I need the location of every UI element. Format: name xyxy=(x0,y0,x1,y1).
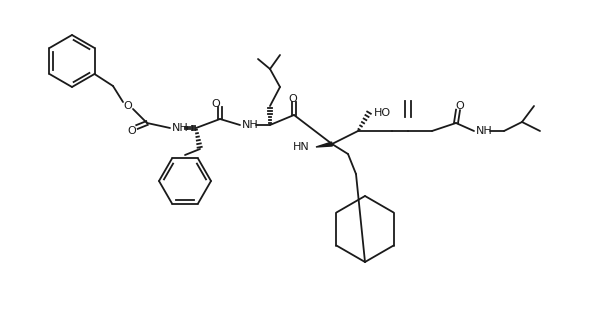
Text: O: O xyxy=(128,126,136,136)
Text: O: O xyxy=(212,99,220,109)
Polygon shape xyxy=(316,142,332,147)
Text: O: O xyxy=(123,101,132,111)
Text: O: O xyxy=(456,101,465,111)
Text: NH: NH xyxy=(476,126,492,136)
Text: NH: NH xyxy=(242,120,259,130)
Text: O: O xyxy=(289,94,298,104)
Text: HO: HO xyxy=(374,108,391,118)
Text: HN: HN xyxy=(293,142,310,152)
Text: NH: NH xyxy=(172,123,189,133)
